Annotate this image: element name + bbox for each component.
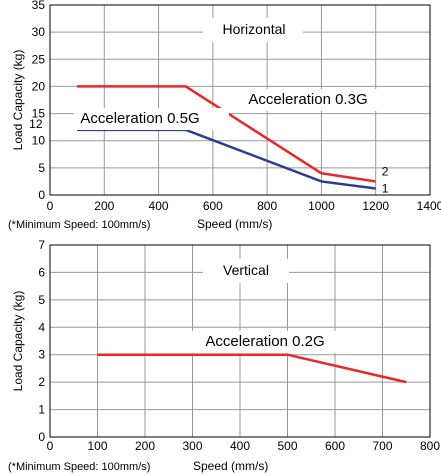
vertical-x-axis-title: Speed (mm/s) <box>193 459 268 473</box>
vertical-acceleration-annotation: Acceleration 0.2G <box>205 333 324 350</box>
horizontal-y-tick-label: 25 <box>32 52 46 66</box>
vertical-x-tick-label: 500 <box>277 439 297 453</box>
horizontal-y-tick-label: 30 <box>32 25 46 39</box>
vertical-annotation-background <box>183 331 348 353</box>
vertical-chart-title: Vertical <box>223 262 269 278</box>
horizontal-plot-frame <box>49 4 431 196</box>
horizontal-x-tick-label: 1200 <box>362 199 389 213</box>
vertical-x-tick-label: 100 <box>87 439 107 453</box>
vertical-y-tick-label: 2 <box>38 375 45 389</box>
vertical-x-tick-label: 200 <box>135 439 155 453</box>
vertical-y-tick-label: 1 <box>38 403 45 417</box>
horizontal-title-background <box>203 18 303 42</box>
horizontal-acceleration-annotation: Acceleration 0.3G <box>248 91 367 108</box>
horizontal-x-tick-label: 1400 <box>417 199 441 213</box>
horizontal-x-tick-label: 1000 <box>308 199 335 213</box>
horizontal-y-axis-title: Load Capacity (kg) <box>11 50 25 151</box>
vertical-y-tick-label: 7 <box>38 238 45 252</box>
horizontal-x-tick-label: 200 <box>94 199 114 213</box>
horizontal-annotation-background <box>228 89 388 111</box>
vertical-plot-frame <box>49 244 431 438</box>
vertical-x-tick-label: 0 <box>47 439 54 453</box>
vertical-y-tick-label: 3 <box>38 348 45 362</box>
horizontal-series-line-2 <box>77 128 376 190</box>
vertical-min-speed-note: (*Minimum Speed: 100mm/s) <box>8 461 150 473</box>
vertical-y-tick-label: 6 <box>38 265 45 279</box>
horizontal-y-tick-label: 35 <box>32 0 46 12</box>
vertical-x-tick-label: 600 <box>325 439 345 453</box>
vertical-x-tick-label: 400 <box>230 439 250 453</box>
vertical-y-axis-title: Load Capacity (kg) <box>11 291 25 392</box>
vertical-x-tick-label: 700 <box>372 439 392 453</box>
horizontal-series-line-1 <box>77 85 376 183</box>
horizontal-acceleration-annotation: Acceleration 0.5G <box>80 110 199 127</box>
horizontal-series-end-label: 1 <box>382 181 389 195</box>
vertical-y-tick-label: 5 <box>38 293 45 307</box>
horizontal-y-tick-label: 10 <box>32 134 46 148</box>
horizontal-y-tick-label: 5 <box>38 161 45 175</box>
horizontal-x-tick-label: 600 <box>203 199 223 213</box>
vertical-x-tick-label: 300 <box>182 439 202 453</box>
horizontal-y-tick-label: 20 <box>32 79 46 93</box>
horizontal-min-speed-note: (*Minimum Speed: 100mm/s) <box>8 219 150 231</box>
vertical-x-tick-label: 800 <box>420 439 440 453</box>
horizontal-chart-title: Horizontal <box>222 21 285 37</box>
horizontal-annotation-background <box>74 108 229 130</box>
vertical-y-tick-label: 4 <box>38 320 45 334</box>
horizontal-x-tick-label: 800 <box>257 199 277 213</box>
vertical-title-background <box>203 259 289 283</box>
horizontal-series-start-label: 12 <box>29 117 43 131</box>
horizontal-x-axis-title: Speed (mm/s) <box>197 217 272 231</box>
vertical-y-tick-label: 0 <box>38 430 45 444</box>
horizontal-y-tick-label: 0 <box>38 188 45 202</box>
horizontal-series-end-label: 2 <box>382 164 389 178</box>
horizontal-y-tick-label: 15 <box>32 107 46 121</box>
horizontal-x-tick-label: 400 <box>149 199 169 213</box>
horizontal-x-tick-label: 0 <box>47 199 54 213</box>
vertical-series-line-1 <box>97 353 407 384</box>
